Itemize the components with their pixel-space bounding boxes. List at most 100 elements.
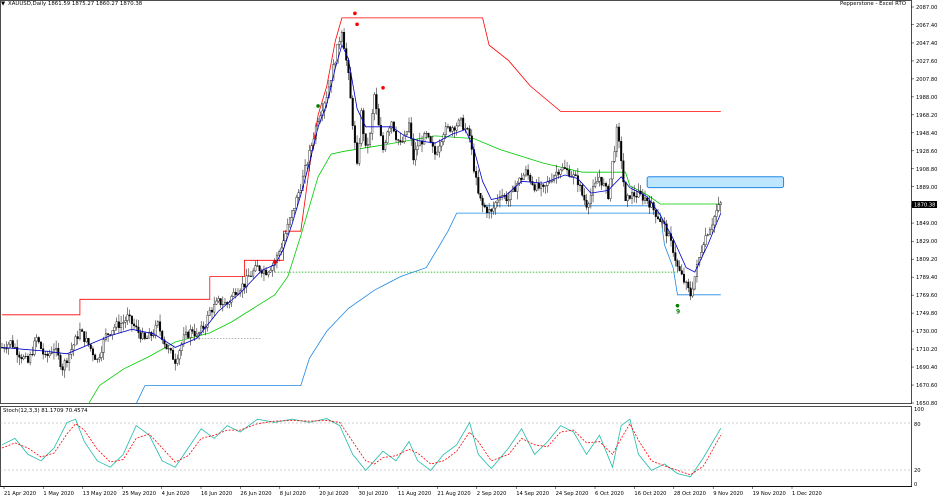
- candle-bullish: [572, 174, 575, 177]
- candle-bearish: [211, 309, 214, 313]
- candle-bullish: [178, 350, 181, 360]
- y-tick-label: 1690.40: [916, 365, 937, 371]
- candle-bullish: [336, 44, 339, 64]
- candle-bearish: [689, 287, 692, 297]
- candle-bullish: [626, 195, 629, 202]
- x-tick-label: 25 May 2020: [122, 491, 156, 497]
- candle-bullish: [496, 199, 499, 203]
- candle-bearish: [265, 269, 268, 276]
- candle-bullish: [185, 331, 188, 336]
- candle-bullish: [390, 121, 393, 129]
- moving-average-line: [1, 43, 722, 355]
- candle-bullish: [386, 131, 389, 143]
- y-tick-label: 2067.40: [916, 23, 937, 29]
- candle-bearish: [574, 174, 577, 176]
- candle-bearish: [76, 336, 79, 339]
- candle-bearish: [490, 209, 493, 212]
- candle-bearish: [26, 355, 29, 363]
- y-tick-label: 1769.60: [916, 293, 937, 299]
- candle-bearish: [533, 184, 536, 191]
- candle-bullish: [719, 202, 722, 205]
- candle-bullish: [35, 337, 38, 342]
- candle-bullish: [232, 291, 235, 297]
- candles: [1, 28, 722, 378]
- candle-bearish: [193, 331, 196, 337]
- candle-bullish: [68, 354, 71, 364]
- candle-bullish: [104, 333, 107, 340]
- candle-bearish: [431, 142, 434, 147]
- candle-bearish: [624, 181, 627, 202]
- candle-bearish: [635, 196, 638, 198]
- candle-bearish: [646, 197, 649, 201]
- candle-bullish: [213, 304, 216, 313]
- candle-bearish: [39, 341, 42, 349]
- candle-bullish: [48, 353, 51, 356]
- candle-bearish: [648, 200, 651, 208]
- candle-bearish: [622, 160, 625, 183]
- candle-bearish: [143, 332, 146, 339]
- candle-bullish: [459, 117, 462, 121]
- candle-bearish: [161, 330, 164, 341]
- candle-marker: [316, 104, 320, 108]
- middle-channel-line: [88, 135, 721, 404]
- candle-bullish: [96, 358, 99, 360]
- candle-bearish: [485, 206, 488, 213]
- y-tick-label: 2087.00: [916, 5, 937, 11]
- y-tick-label: 2047.40: [916, 41, 937, 47]
- candle-bullish: [702, 244, 705, 253]
- channel-lines: [2, 17, 785, 404]
- candle-bearish: [468, 128, 471, 137]
- x-tick-label: 6 Oct 2020: [595, 491, 624, 497]
- candle-bearish: [628, 195, 631, 199]
- dropdown-arrow-icon[interactable]: ▼: [1, 1, 6, 7]
- candle-bearish: [11, 340, 14, 348]
- candle-bullish: [416, 145, 419, 150]
- candle-bearish: [576, 175, 579, 186]
- candle-bullish: [589, 194, 592, 205]
- candle-bearish: [466, 128, 469, 130]
- candle-bullish: [594, 182, 597, 187]
- candle-bullish: [550, 180, 553, 182]
- candle-bullish: [154, 324, 157, 336]
- candle-bullish: [223, 302, 226, 305]
- candle-bearish: [620, 141, 623, 162]
- y-tick-label: 1968.20: [916, 113, 937, 119]
- candle-marker: [381, 85, 385, 90]
- candle-bullish: [553, 175, 556, 181]
- candle-bearish: [46, 354, 49, 356]
- candle-bullish: [115, 321, 118, 328]
- candle-bearish: [687, 281, 690, 289]
- candle-bullish: [602, 183, 605, 186]
- broker-label: Pepperstone - Excel RTO: [840, 1, 906, 7]
- candle-bearish: [483, 204, 486, 208]
- candle-bullish: [176, 358, 179, 364]
- x-tick-label: 19 Nov 2020: [753, 491, 786, 497]
- candle-bullish: [455, 125, 458, 131]
- candle-bearish: [566, 168, 569, 171]
- candle-bullish: [408, 122, 411, 132]
- candle-markers: 9: [272, 11, 680, 316]
- candle-bullish: [288, 217, 291, 225]
- candle-bullish: [340, 32, 343, 42]
- candle-bullish: [598, 176, 601, 182]
- candle-bearish: [81, 329, 84, 332]
- candle-bullish: [492, 207, 495, 212]
- candle-bullish: [516, 183, 519, 192]
- candle-bearish: [659, 218, 662, 222]
- main-plot-frame: [0, 0, 912, 404]
- candle-bearish: [557, 171, 560, 175]
- y-tick-label: 2027.60: [916, 59, 937, 65]
- indicator-frame: [0, 406, 912, 487]
- candle-bearish: [537, 182, 540, 189]
- candle-bullish: [269, 269, 272, 273]
- candle-bullish: [102, 339, 105, 353]
- stoch-k-line: [1, 418, 722, 478]
- candle-bearish: [137, 326, 140, 333]
- candle-bearish: [618, 126, 621, 142]
- candle-bearish: [581, 184, 584, 196]
- candle-bullish: [286, 223, 289, 234]
- candle-bullish: [208, 309, 211, 316]
- candle-bullish: [254, 265, 257, 272]
- candle-bullish: [405, 131, 408, 136]
